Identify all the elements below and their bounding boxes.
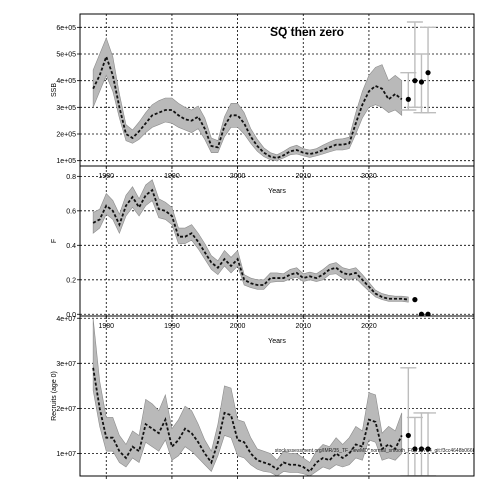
recruits-ylabel: Recruits (age 0) — [51, 371, 58, 421]
ssb-confidence-band — [92, 37, 403, 161]
recruits-plot-area — [92, 318, 437, 476]
ssb-plot-area — [92, 21, 437, 161]
ssb-xlabel: Years — [268, 188, 286, 195]
ssb-projection-point — [418, 79, 425, 85]
recruits-ytick-label: 2e+07 — [56, 406, 76, 413]
f-xtick-label: 1990 — [164, 323, 180, 330]
f-ytick-label: 0.4 — [66, 243, 76, 250]
ssb-ytick-label: 2e+05 — [56, 132, 76, 139]
recruits-ytick-label: 3e+07 — [56, 361, 76, 368]
ssb-ylabel: SSB — [51, 83, 58, 97]
ssb-projection-point — [405, 96, 411, 102]
chart-title: SQ then zero — [270, 25, 344, 39]
ssb-xtick-label: 1980 — [98, 173, 114, 180]
f-ytick-label: 0.2 — [66, 277, 76, 284]
ssb-projection-point — [425, 70, 431, 76]
f-ytick-label: 0.0 — [66, 312, 76, 319]
f-xtick-label: 2020 — [361, 323, 377, 330]
ssb-ytick-label: 3e+05 — [56, 105, 76, 112]
f-ylabel: F — [51, 239, 58, 243]
recruits-ytick-label: 4e+07 — [56, 316, 76, 323]
f-xtick-label: 1980 — [98, 323, 114, 330]
f-ytick-label: 0.8 — [66, 174, 76, 181]
f-median-line — [92, 188, 409, 301]
recruits-projection-point — [412, 446, 418, 452]
ssb-median-line — [92, 53, 403, 159]
recruits-panel: 1e+07 2e+07 3e+07 4e+07 1980 1990 2000 2010 2020… — [51, 315, 475, 485]
recruits-ytick-label: 1e+07 — [56, 451, 76, 458]
recruits-median-line — [92, 367, 403, 473]
ssb-ytick-label: 6e+05 — [56, 25, 76, 32]
recruits-projection-point — [418, 446, 425, 452]
recruits-projection-point — [425, 446, 431, 452]
recruits-projection-point — [405, 432, 411, 439]
recruits-frame — [79, 315, 475, 477]
f-plot-area — [92, 179, 431, 316]
f-xtick-label: 2010 — [295, 323, 311, 330]
footer-text: stockassessment.org/IMR/35_TF_newMD_norm… — [275, 448, 475, 454]
recruits-confidence-band — [92, 318, 403, 476]
ssb-ytick-label: 5e+05 — [56, 52, 76, 59]
f-panel: 0.0 0.2 0.4 0.6 0.8 1980 1990 2000 2010 2020 Years… — [51, 165, 475, 345]
ssb-ytick-label: 1e+05 — [56, 158, 76, 165]
f-ytick-label: 0.6 — [66, 208, 76, 215]
ssb-panel: 1e+05 2e+05 3e+05 4e+05 5e+05 6e+05 1980 1990 20… — [51, 13, 475, 195]
ssb-projection-point — [412, 78, 418, 84]
f-projection-point — [425, 311, 431, 316]
f-xlabel: Years — [268, 338, 286, 345]
f-xtick-label: 2000 — [230, 323, 246, 330]
f-projection-point — [418, 311, 425, 316]
ssb-xtick-label: 1990 — [164, 173, 180, 180]
ssb-ytick-label: 4e+05 — [56, 78, 76, 85]
ssb-xtick-label: 2010 — [295, 173, 311, 180]
f-confidence-band — [92, 179, 409, 303]
f-projection-point — [412, 297, 418, 303]
